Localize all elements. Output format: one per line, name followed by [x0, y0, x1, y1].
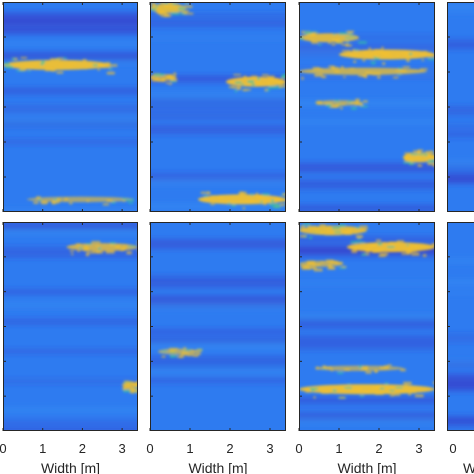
field-texture — [150, 239, 286, 384]
panel-background — [150, 222, 286, 431]
yellow-patch — [158, 347, 203, 358]
x-tick-label: 1 — [335, 441, 342, 456]
yellow-patch — [299, 381, 435, 399]
panel-r1-c3 — [299, 2, 435, 212]
x-ticks-layer — [2, 2, 420, 431]
x-tick-label: 0 — [449, 441, 456, 456]
panel-r1-c4 — [447, 2, 474, 212]
x-axis-label: Width [m] — [463, 460, 474, 474]
yellow-patch — [403, 149, 435, 167]
yellow-patch — [226, 73, 286, 93]
x-tick-label: 3 — [119, 441, 126, 456]
x-tick-label: 1 — [39, 441, 46, 456]
panel-background — [447, 222, 474, 431]
yellow-patch — [3, 57, 118, 75]
panel-r2-c1 — [3, 222, 138, 431]
panel-r1-c1 — [3, 2, 138, 212]
yellow-patch — [299, 30, 367, 47]
yellow-patch — [66, 241, 138, 257]
panel-r2-c3 — [299, 222, 435, 431]
x-tick-label: 0 — [146, 441, 153, 456]
yellow-patch — [26, 196, 135, 206]
yellow-patch — [315, 98, 368, 110]
panel-r1-c2 — [150, 2, 286, 212]
x-axis-labels-layer: 0 1 2 3 Width [m] 0 1 2 3 Width [m] 0 1 2 3 Width [m] 0… — [0, 441, 474, 474]
x-axis-label: Width [m] — [188, 460, 247, 474]
field-texture — [447, 258, 474, 428]
yellow-patch — [315, 364, 406, 374]
yellow-patch — [122, 380, 138, 394]
yellow-patch — [339, 46, 435, 65]
x-tick-label: 2 — [226, 441, 233, 456]
x-tick-label: 2 — [375, 441, 382, 456]
yellow-patch — [347, 239, 435, 257]
x-tick-label: 3 — [266, 441, 273, 456]
x-tick-label: 0 — [295, 441, 302, 456]
field-texture — [3, 222, 138, 431]
x-axis-label: Width [m] — [41, 460, 100, 474]
x-axis-label: Width [m] — [337, 460, 396, 474]
yellow-patch — [299, 223, 369, 241]
panel-r2-c2 — [150, 222, 286, 431]
field-texture — [3, 12, 138, 212]
yellow-patch — [150, 72, 178, 85]
x-tick-label: 0 — [0, 441, 7, 456]
yellow-patch — [198, 191, 286, 210]
x-tick-label: 3 — [415, 441, 422, 456]
yellow-patch — [299, 65, 428, 80]
panels-layer — [3, 2, 474, 431]
x-tick-label: 2 — [79, 441, 86, 456]
field-texture — [150, 13, 286, 210]
field-texture — [447, 3, 474, 184]
x-tick-label: 1 — [186, 441, 193, 456]
panel-r2-c4 — [447, 222, 474, 431]
yellow-patch — [150, 2, 194, 18]
yellow-patch — [299, 259, 347, 272]
